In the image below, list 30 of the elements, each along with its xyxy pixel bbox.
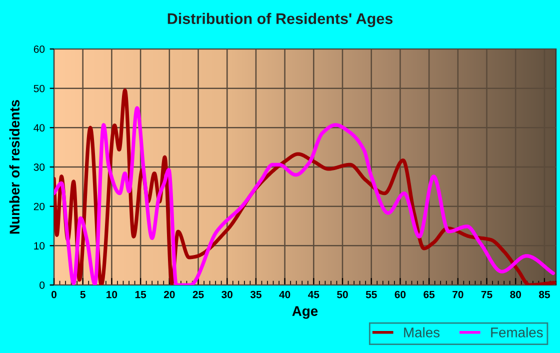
y-tick-label: 0 <box>40 282 45 289</box>
x-tick-label: 50 <box>337 290 348 298</box>
x-tick-label: 15 <box>135 290 146 298</box>
x-tick-label: 40 <box>279 290 290 298</box>
x-tick-label: 20 <box>164 290 175 298</box>
x-tick-label: 25 <box>192 290 204 298</box>
chart-title: Distribution of Residents' Ages <box>168 12 393 28</box>
y-tick-label: 30 <box>34 164 45 171</box>
x-tick-label: 75 <box>481 290 492 298</box>
legend-label: Males <box>404 327 440 338</box>
x-tick-label: 55 <box>366 290 377 298</box>
x-axis-title: Age <box>292 306 318 319</box>
y-tick-label: 40 <box>34 124 45 132</box>
y-tick-label: 10 <box>34 242 45 250</box>
legend-label: Females <box>491 327 543 338</box>
x-tick-label: 60 <box>394 290 406 298</box>
x-tick-label: 0 <box>52 290 56 298</box>
y-tick-label: 60 <box>34 46 45 53</box>
x-tick-label: 10 <box>106 290 118 298</box>
x-tick-label: 30 <box>222 290 232 298</box>
y-axis-title: Number of residents <box>9 100 20 234</box>
x-tick-label: 35 <box>250 290 262 298</box>
y-tick-label: 20 <box>34 202 45 210</box>
x-tick-label: 85 <box>538 290 550 298</box>
x-tick-label: 65 <box>424 290 435 298</box>
x-tick-label: 80 <box>510 290 521 298</box>
y-tick-label: 50 <box>34 84 45 92</box>
x-tick-label: 5 <box>80 290 86 298</box>
x-tick-label: 70 <box>452 290 464 298</box>
x-tick-label: 45 <box>308 290 320 298</box>
